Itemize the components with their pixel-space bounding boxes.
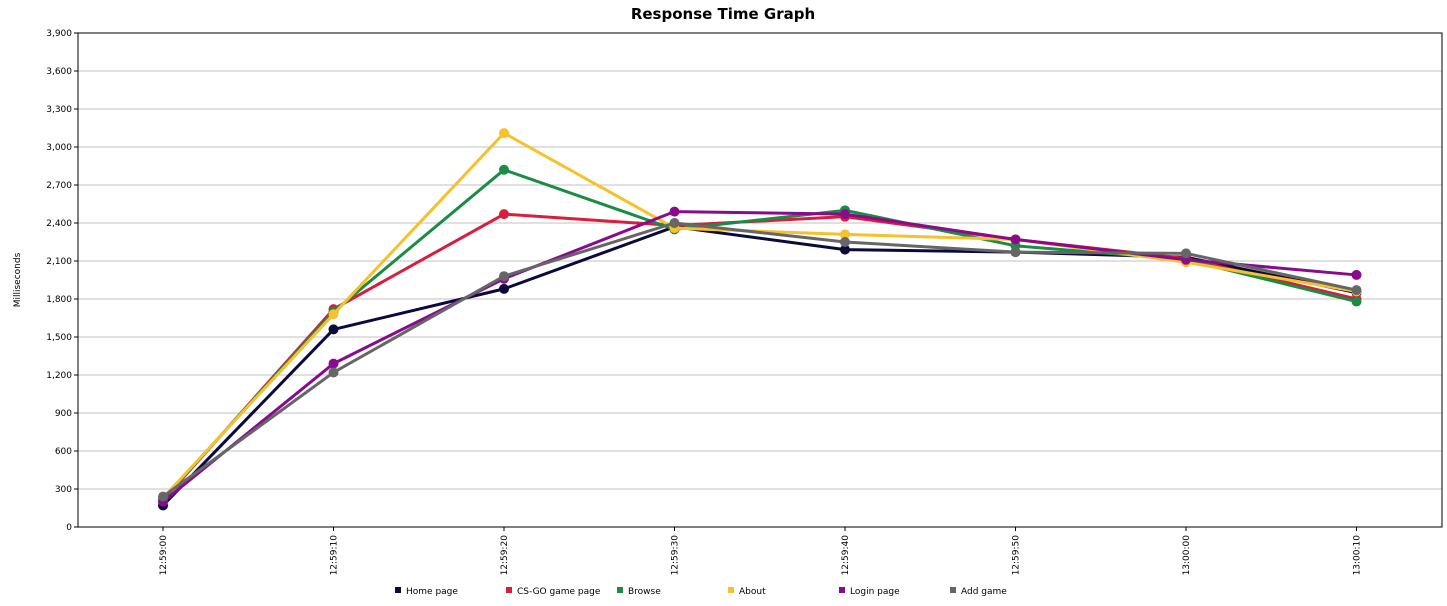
y-tick-label: 2,700: [46, 181, 72, 191]
data-point: [1351, 285, 1362, 296]
data-point: [328, 309, 339, 320]
x-axis-ticks: 12:59:00 12:59:10 12:59:20 12:59:30 12:59:40…: [159, 527, 1363, 575]
data-point: [840, 244, 850, 255]
series-3: [158, 128, 1362, 503]
x-tick-label: 12:59:00: [159, 535, 169, 576]
x-tick-label: 12:59:50: [1012, 535, 1022, 576]
data-point: [499, 271, 509, 282]
data-point: [1181, 248, 1191, 259]
legend: Home page CS-GO game page Browse About Login…: [395, 587, 1007, 597]
x-tick-label: 12:59:40: [841, 535, 851, 576]
series-group: [158, 128, 1362, 511]
data-point: [499, 283, 509, 294]
series-line: [161, 168, 1357, 501]
data-point: [328, 324, 339, 335]
y-tick-label: 3,300: [46, 105, 72, 115]
legend-label: CS-GO game page: [517, 587, 601, 597]
y-tick-label: 2,400: [46, 219, 72, 229]
series-2: [158, 164, 1362, 505]
data-point: [499, 164, 509, 175]
x-tick-label: 12:59:20: [500, 535, 510, 576]
data-point: [1351, 296, 1362, 307]
data-point: [1010, 234, 1021, 245]
series-line: [162, 221, 1357, 498]
y-axis-ticks: 0 300 600 900 1,200 1,500 1,800 2,100 2,400 2,700…: [46, 29, 78, 533]
plot-area-border: [77, 32, 1443, 528]
chart-title: Response Time Graph: [631, 5, 815, 23]
data-point: [328, 367, 339, 378]
y-tick-label: 300: [55, 485, 72, 495]
legend-label: Add game: [961, 587, 1007, 597]
y-tick-label: 600: [55, 447, 72, 457]
series-4: [158, 206, 1362, 507]
legend-label: Login page: [850, 587, 900, 597]
data-point: [1010, 247, 1021, 258]
series-line: [161, 131, 1357, 499]
data-point: [840, 229, 850, 240]
y-tick-label: 2,100: [46, 257, 72, 267]
series-5: [158, 218, 1362, 502]
legend-label: Home page: [406, 587, 458, 597]
y-axis-label: Milliseconds: [13, 252, 23, 307]
x-tick-label: 13:00:00: [1182, 535, 1192, 576]
y-tick-label: 3,600: [46, 67, 72, 77]
y-tick-label: 1,500: [46, 333, 72, 343]
series-0: [158, 221, 1362, 511]
y-tick-label: 3,000: [46, 143, 72, 153]
data-point: [669, 218, 680, 228]
y-tick-label: 0: [66, 523, 72, 533]
legend-swatch: [506, 587, 512, 593]
data-point: [499, 209, 509, 220]
y-tick-label: 1,800: [46, 295, 72, 305]
legend-label: Browse: [628, 587, 661, 597]
legend-swatch: [839, 587, 845, 593]
x-tick-label: 12:59:30: [671, 535, 681, 576]
series-line: [162, 210, 1357, 503]
x-tick-label: 13:00:10: [1353, 535, 1363, 576]
data-point: [328, 358, 339, 369]
series-line: [161, 212, 1357, 502]
y-tick-label: 900: [55, 409, 72, 419]
data-point: [499, 128, 509, 139]
legend-swatch: [728, 587, 734, 593]
data-point: [840, 237, 850, 247]
data-point: [840, 209, 850, 220]
y-tick-label: 1,200: [46, 371, 72, 381]
grid-lines: [78, 70, 1442, 490]
legend-swatch: [950, 587, 956, 593]
x-tick-label: 12:59:10: [330, 535, 340, 576]
legend-label: About: [739, 587, 766, 597]
data-point: [669, 206, 680, 217]
data-point: [1351, 269, 1362, 280]
data-point: [158, 491, 168, 502]
y-tick-label: 3,900: [46, 29, 72, 39]
legend-swatch: [617, 587, 623, 593]
legend-swatch: [395, 587, 401, 593]
